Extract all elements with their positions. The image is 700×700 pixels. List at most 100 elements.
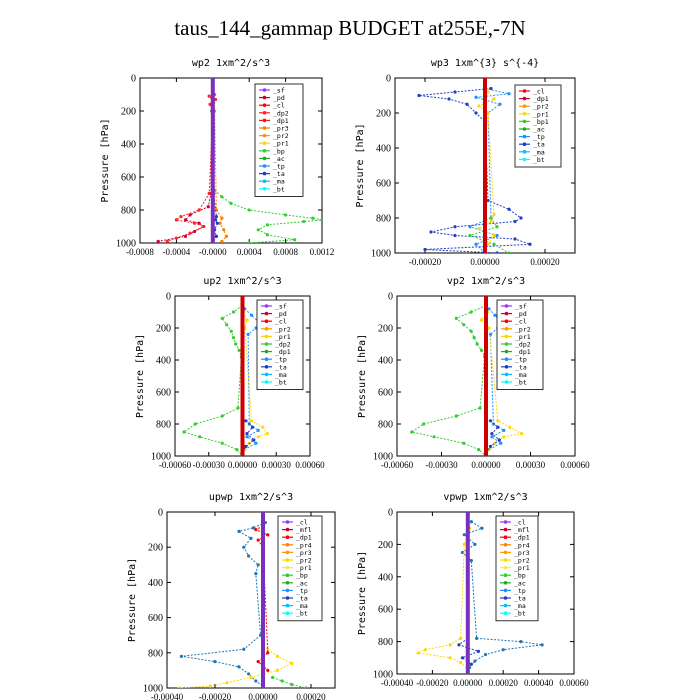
data-point [213,660,217,664]
data-point [265,233,269,237]
x-tick-label: -0.00060 [159,460,192,470]
legend-marker [285,527,290,532]
legend-marker [503,527,508,532]
data-point [244,419,248,423]
legend-label: _pr3 [296,549,312,557]
data-point [254,679,258,683]
legend-label: _pr4 [514,541,530,549]
data-point [206,205,210,209]
data-point [247,241,251,243]
data-point [220,195,224,199]
legend-marker [264,372,269,377]
y-tick-label: 200 [378,540,393,551]
legend-label: _tp [533,133,545,141]
y-tick-label: 200 [378,324,393,335]
legend-marker [285,588,290,593]
legend-marker [522,134,527,139]
data-point [429,230,433,234]
data-point [496,419,500,423]
y-axis-label: Pressure [hPa] [127,558,138,642]
legend-label: _ma [273,178,285,186]
data-point [502,428,506,432]
data-point [266,651,270,655]
x-tick-label: 0.00020 [489,678,519,688]
legend-marker [503,558,508,562]
y-tick-label: 1000 [143,684,163,695]
data-point [483,652,488,657]
data-point [193,422,197,426]
y-tick-label: 0 [386,74,391,85]
y-tick-label: 600 [376,179,391,190]
data-point [249,419,254,423]
data-point [247,208,251,212]
chart-panel-4: vp2 1xm^2/s^3 Pressure [hPa] 0 200 400 600 800… [357,276,590,470]
data-point [249,675,253,680]
series-line-dp2 [410,305,487,456]
data-point [271,675,275,680]
x-tick-label: -0.00060 [381,460,414,470]
legend-label: _pr3 [273,125,289,133]
legend-label: _ma [515,371,527,379]
legend-marker [285,611,290,615]
data-point [457,643,461,647]
legend-label: _pr1 [296,564,312,572]
y-tick-label: 400 [148,578,163,589]
legend-marker [285,520,290,524]
legend-label: _pr3 [514,549,530,557]
data-point [502,435,506,439]
legend-marker [504,327,509,331]
data-point [220,316,224,320]
legend-marker [504,380,509,384]
series-line-bp [272,676,307,688]
legend-label: _pd [273,94,285,102]
data-point [513,219,517,224]
series-line-dp1 [254,525,269,671]
data-point [468,225,472,229]
data-point [254,528,258,532]
legend-label: _tp [514,587,526,595]
y-tick-label: 600 [121,173,136,184]
data-point [492,212,496,217]
y-tick-label: 800 [378,420,393,431]
data-point [495,233,499,238]
legend-label: _dp1 [273,117,289,125]
y-tick-label: 0 [131,74,136,85]
data-point [540,643,544,647]
data-point [280,679,284,683]
data-point [472,336,476,340]
x-tick-label: 0.00060 [559,678,589,688]
legend-label: _cl [296,519,308,527]
panel-title: wp3 1xm^{3} s^{-4} [431,58,539,69]
y-axis-label: Pressure [hPa] [135,334,146,418]
legend: _sf_pd_cl_dp2_dp1_pr3_pr2_pr1_bp_ac_tp_t… [254,83,304,197]
data-point [490,432,494,436]
data-point [475,636,479,640]
data-point [487,326,491,330]
data-point [476,649,481,653]
data-point [183,218,188,222]
data-point [304,686,308,688]
x-tick-label: 0.00000 [228,460,258,470]
legend-marker [262,95,267,100]
data-point [507,92,511,96]
data-point [488,419,493,423]
x-tick-label: 0.00060 [560,460,590,470]
data-point [489,219,493,224]
y-tick-label: 1000 [373,452,393,463]
data-point [218,221,222,225]
data-point [208,684,212,688]
legend-label: _ac [273,155,285,163]
data-point [469,329,473,333]
data-point [207,94,211,98]
data-point [198,435,202,439]
data-point [193,221,197,225]
legend-label: _bp1 [533,118,549,126]
legend-label: _pr2 [514,557,530,565]
y-tick-label: 800 [378,637,393,648]
data-point [225,681,229,685]
x-tick-label: 0.00020 [296,692,326,700]
legend-marker [262,118,267,123]
y-tick-label: 600 [156,388,171,399]
legend-label: _dp1 [533,95,549,103]
